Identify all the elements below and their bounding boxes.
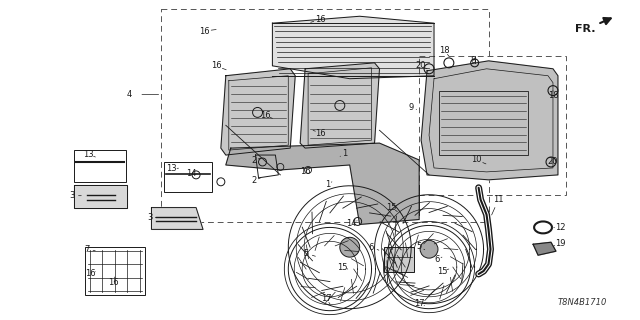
Polygon shape xyxy=(533,242,556,255)
Bar xyxy=(419,56,566,195)
Text: 20: 20 xyxy=(548,157,558,166)
Text: 3: 3 xyxy=(147,213,152,222)
Text: 16: 16 xyxy=(315,129,325,138)
Text: 16: 16 xyxy=(260,111,271,120)
Bar xyxy=(385,247,414,272)
Text: 17: 17 xyxy=(321,294,332,303)
Polygon shape xyxy=(273,16,434,79)
Text: 11: 11 xyxy=(493,195,504,204)
Bar xyxy=(164,162,212,192)
Text: 9: 9 xyxy=(408,103,414,112)
Circle shape xyxy=(420,240,438,258)
Text: 12: 12 xyxy=(555,223,565,232)
Text: 5: 5 xyxy=(417,242,422,251)
Text: 4: 4 xyxy=(127,90,132,99)
Text: 17: 17 xyxy=(414,299,424,308)
Text: 2: 2 xyxy=(251,156,256,165)
Polygon shape xyxy=(221,69,295,155)
Text: 16: 16 xyxy=(315,15,325,24)
Text: 14: 14 xyxy=(186,169,196,178)
Text: 6: 6 xyxy=(435,255,440,264)
Text: 7: 7 xyxy=(84,245,90,254)
Text: 18: 18 xyxy=(548,91,558,100)
Text: 3: 3 xyxy=(70,191,75,200)
Text: 13: 13 xyxy=(166,164,177,173)
Text: 6: 6 xyxy=(369,243,374,252)
Text: 20: 20 xyxy=(416,61,426,70)
Text: T8N4B1710: T8N4B1710 xyxy=(558,298,607,307)
Text: 19: 19 xyxy=(555,239,565,248)
Text: 16: 16 xyxy=(211,61,221,70)
Text: 16: 16 xyxy=(300,167,310,176)
Text: 1: 1 xyxy=(325,180,330,189)
Text: 5: 5 xyxy=(303,249,308,258)
Text: 8: 8 xyxy=(470,56,476,65)
Bar xyxy=(74,150,125,182)
Text: 2: 2 xyxy=(251,176,256,185)
Text: 1: 1 xyxy=(342,148,348,157)
Polygon shape xyxy=(226,143,419,224)
Text: 18: 18 xyxy=(438,46,449,55)
Polygon shape xyxy=(421,61,558,180)
Text: 15: 15 xyxy=(337,263,348,272)
Polygon shape xyxy=(74,185,127,208)
Text: 15: 15 xyxy=(436,267,447,276)
Text: 13: 13 xyxy=(83,149,93,158)
Text: 16: 16 xyxy=(198,27,209,36)
Text: 16: 16 xyxy=(84,268,95,277)
Text: FR.: FR. xyxy=(575,24,596,34)
Bar xyxy=(439,91,528,155)
Bar xyxy=(85,247,145,295)
Text: 14: 14 xyxy=(346,219,357,228)
Text: 15: 15 xyxy=(386,203,397,212)
Polygon shape xyxy=(152,208,203,229)
Circle shape xyxy=(340,237,360,257)
Polygon shape xyxy=(300,63,380,148)
Text: 10: 10 xyxy=(472,156,482,164)
Bar xyxy=(161,9,488,222)
Text: 16: 16 xyxy=(109,278,119,287)
